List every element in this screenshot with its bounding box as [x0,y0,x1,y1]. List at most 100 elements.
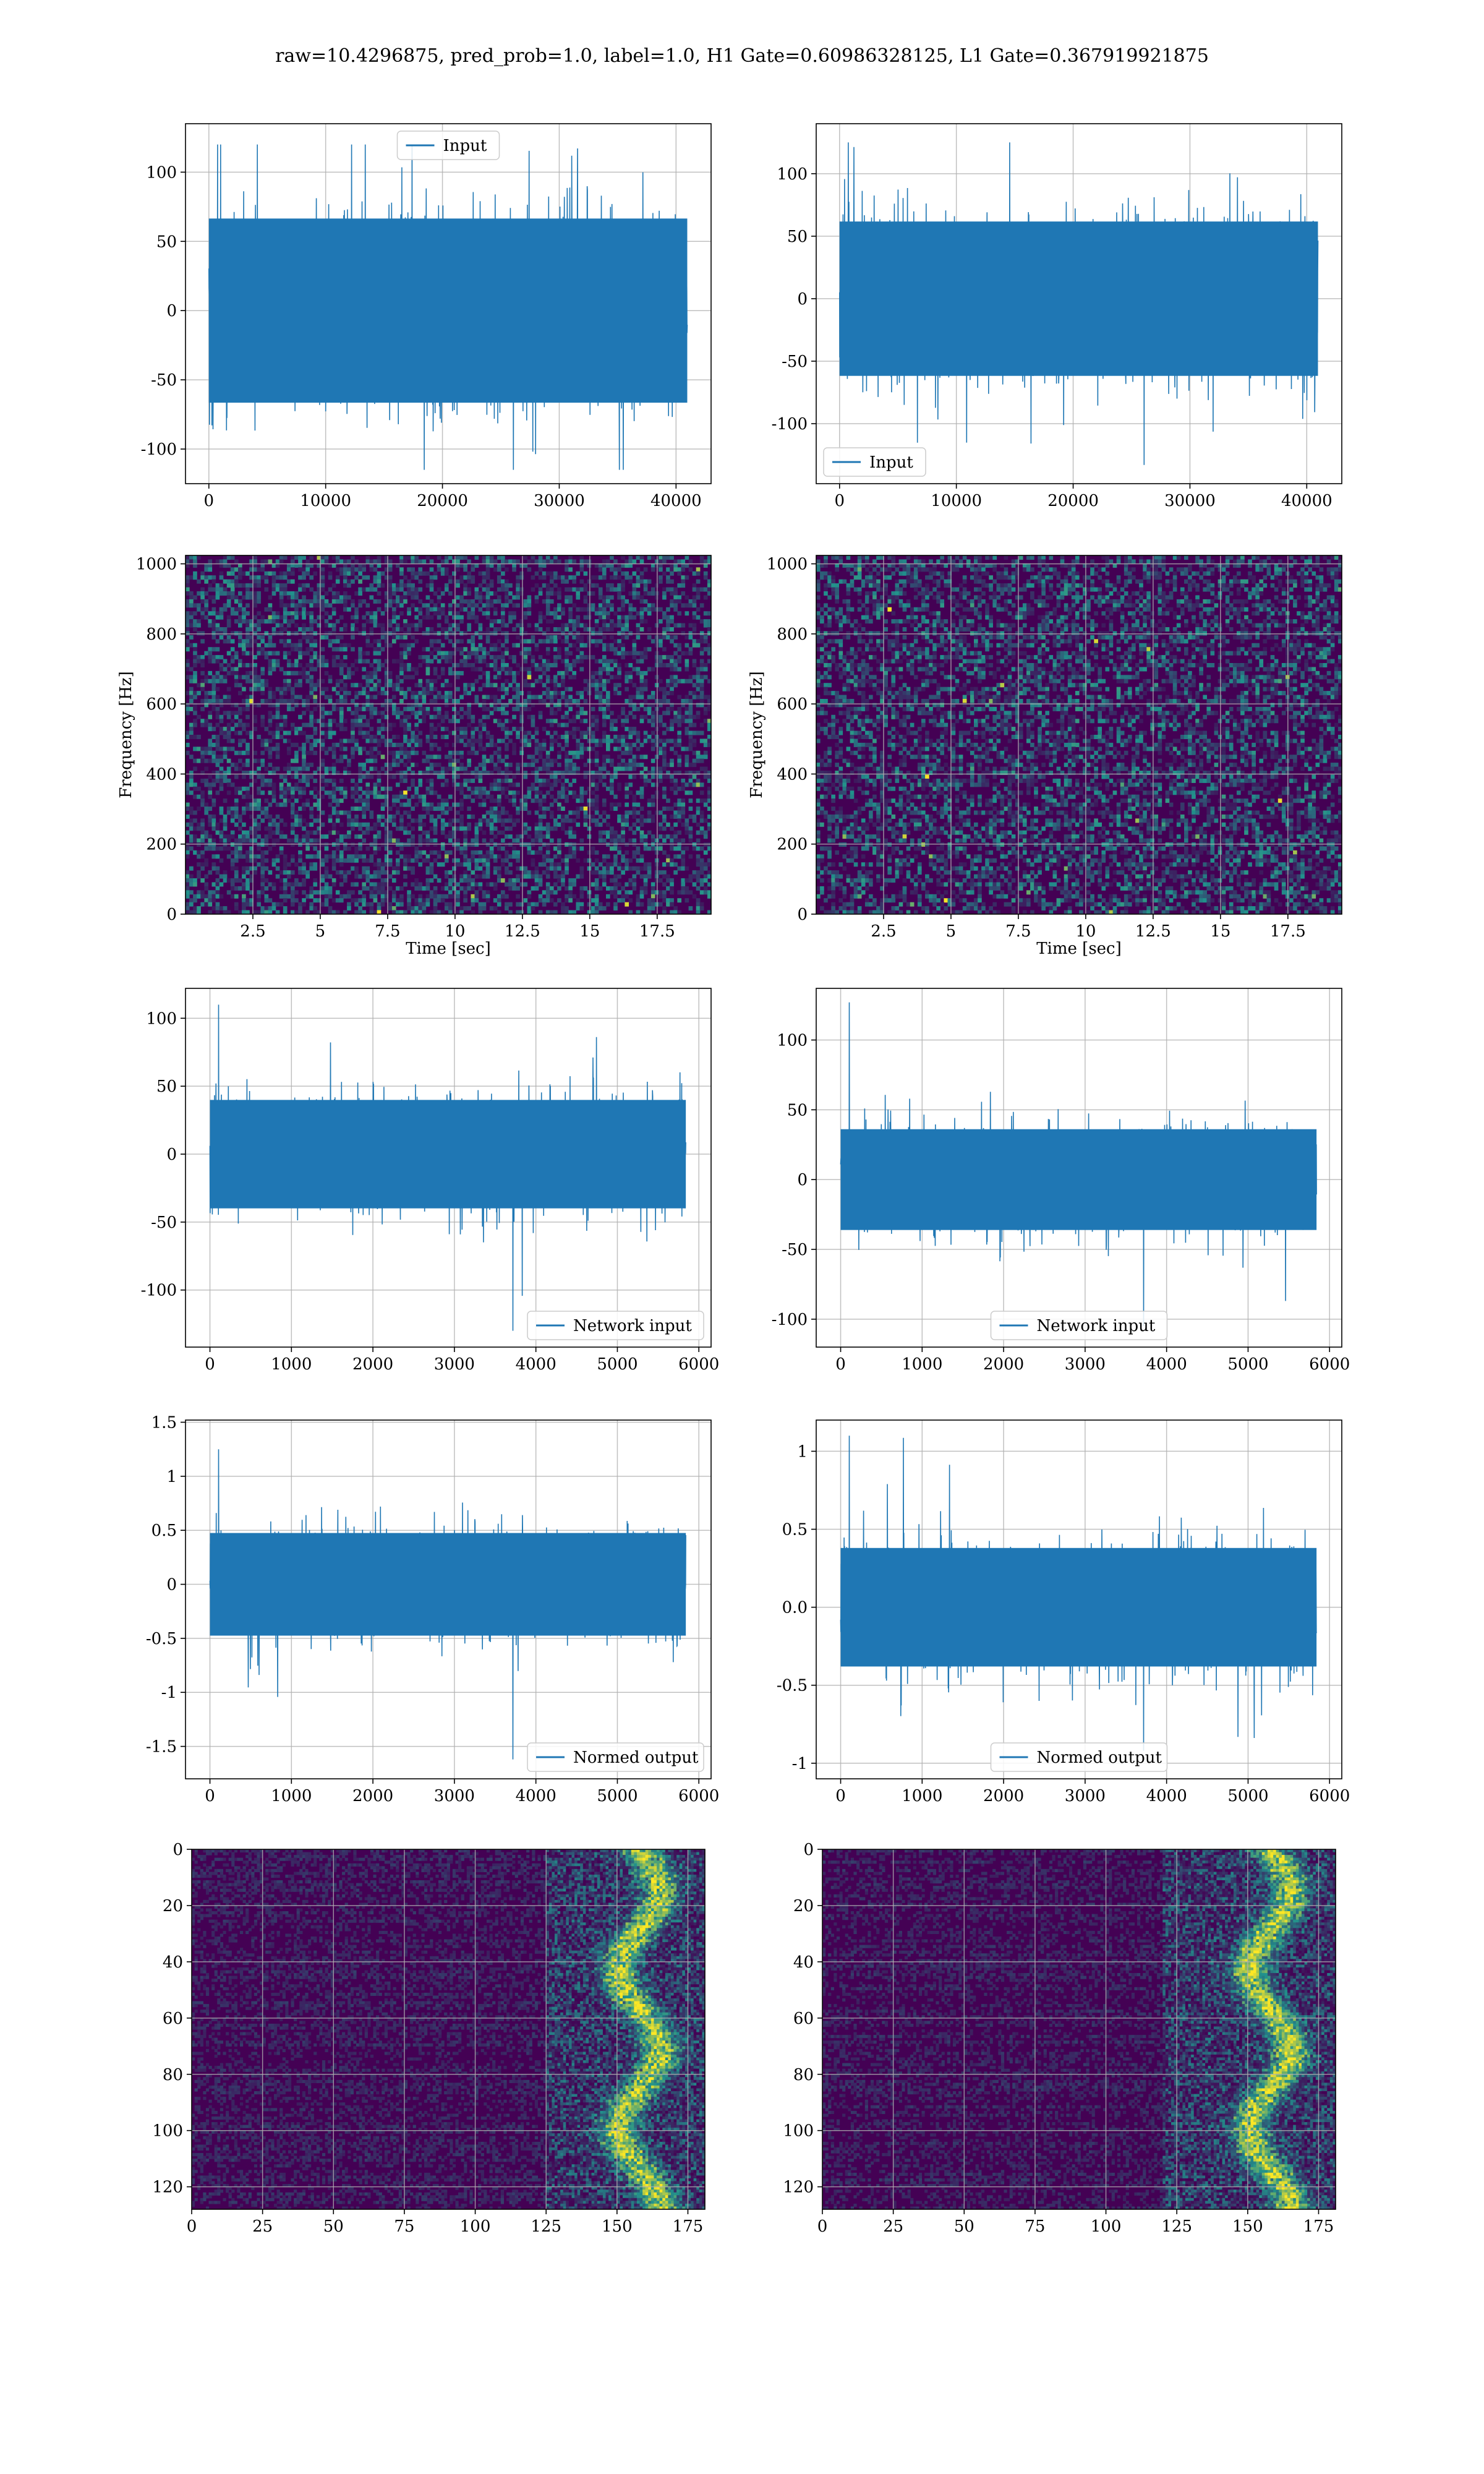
heatmap-cell [320,719,325,724]
heatmap-cell [429,782,434,787]
heatmap-cell [703,719,708,724]
heatmap-cell [279,727,284,732]
heatmap-cell [628,563,633,568]
heatmap-cell [425,758,430,763]
heatmap-cell [549,782,554,787]
heatmap-cell [625,790,629,795]
heatmap-cell [365,575,370,580]
heatmap-cell [411,603,415,608]
heatmap-cell [527,738,532,743]
heatmap-cell [505,727,509,732]
heatmap-cell [463,591,467,596]
heatmap-cell [440,631,445,636]
heatmap-cell [568,595,573,600]
heatmap-cell [456,810,460,815]
heatmap-cell [219,830,224,835]
heatmap-cell [523,842,528,847]
heatmap-cell [542,691,547,696]
heatmap-cell [467,786,472,791]
heatmap-cell [317,663,322,668]
heatmap-cell [662,774,667,779]
heatmap-cell [331,563,336,568]
heatmap-cell [681,575,686,580]
heatmap-cell [242,794,246,799]
heatmap-cell [531,575,535,580]
heatmap-cell [335,706,340,711]
heatmap-cell [365,619,370,624]
heatmap-cell [279,627,284,632]
heatmap-cell [493,559,498,564]
heatmap-cell [617,663,621,668]
heatmap-cell [703,563,708,568]
heatmap-cell [576,798,581,803]
series-core-band [208,218,688,403]
heatmap-cell [628,559,633,564]
heatmap-cell [456,627,460,632]
heatmap-cell [505,766,509,771]
heatmap-cell [505,639,509,644]
plot-area [186,124,711,484]
heatmap-cell [264,678,269,683]
heatmap-cell [305,639,310,644]
heatmap-cell [602,763,607,768]
heatmap-cell [606,563,610,568]
heatmap-cell [485,735,490,740]
y-tick-label: 50 [787,228,808,246]
heatmap-cell [699,667,704,672]
heatmap-cell [576,822,581,827]
heatmap-cell [493,607,498,612]
heatmap-cell [335,691,340,696]
heatmap-cell [219,615,224,620]
heatmap-cell [365,802,370,807]
heatmap-cell [365,559,370,564]
heatmap-cell [643,818,648,823]
heatmap-cell [482,699,487,704]
heatmap-cell [557,755,561,760]
heatmap-cell [291,595,295,600]
heatmap-cell [373,790,378,795]
heatmap-cell [268,778,273,783]
heatmap-cell [437,651,441,656]
heatmap-cell [211,782,216,787]
heatmap-cell [411,738,415,743]
heatmap-cell [594,659,599,664]
heatmap-cell [242,830,246,835]
heatmap-cell [291,722,295,727]
heatmap-cell [249,595,254,600]
heatmap-cell [335,655,340,660]
heatmap-cell [625,635,629,640]
heatmap-cell [474,838,479,843]
heatmap-cell [268,667,273,672]
heatmap-cell [411,735,415,740]
heatmap-cell [309,807,314,811]
heatmap-cell [523,603,528,608]
heatmap-cell [302,575,306,580]
heatmap-cell [373,567,378,572]
heatmap-cell [613,639,618,644]
heatmap-cell [186,631,190,636]
heatmap-cell [391,607,396,612]
heatmap-cell [452,830,456,835]
heatmap-cell [283,699,288,704]
heatmap-cell [531,782,535,787]
heatmap-cell [572,778,577,783]
heatmap-cell [677,838,682,843]
heatmap-cell [396,563,400,568]
heatmap-cell [707,786,711,791]
heatmap-cell [489,631,494,636]
heatmap-cell [606,678,610,683]
heatmap-cell [219,678,224,683]
heatmap-cell [320,834,325,839]
heatmap-cell [302,615,306,620]
heatmap-cell [362,599,367,604]
heatmap-cell [553,738,558,743]
heatmap-cell [328,719,333,724]
heatmap-cell [493,631,498,636]
heatmap-cell [396,771,400,776]
heatmap-cell [388,834,393,839]
heatmap-cell [643,714,648,719]
heatmap-cell [538,755,543,760]
heatmap-cell [643,599,648,604]
heatmap-cell [639,599,644,604]
heatmap-cell [189,810,194,815]
